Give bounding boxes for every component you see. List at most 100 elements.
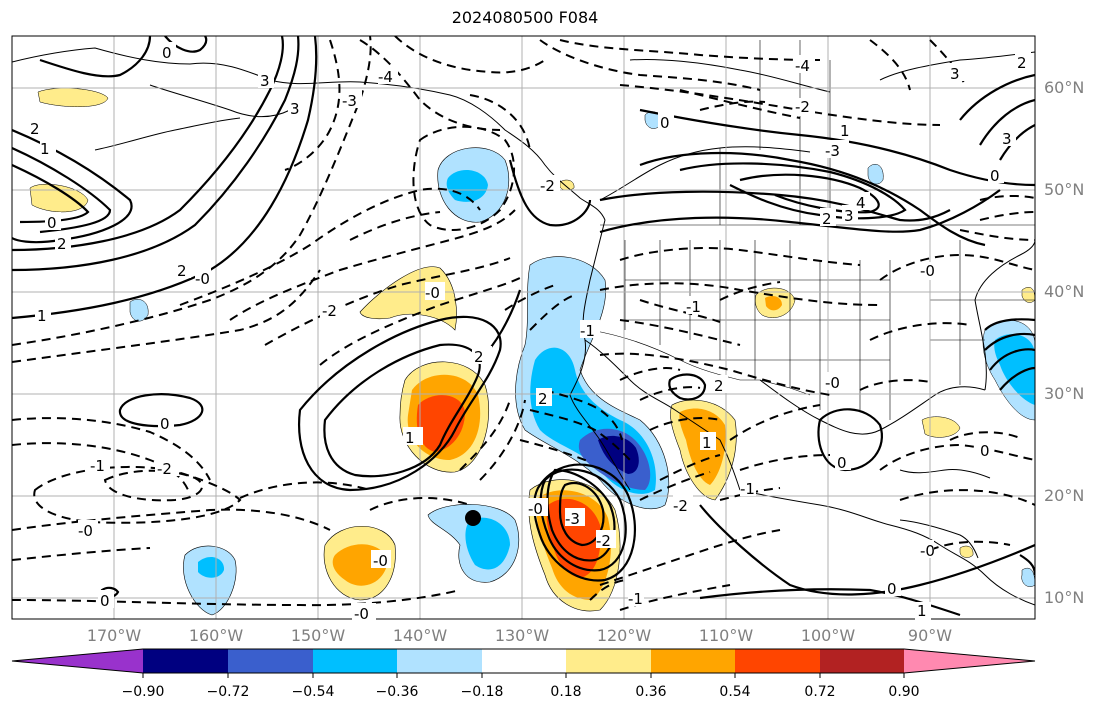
contour-label: -2 (673, 497, 688, 515)
contour-label: -0 (920, 262, 935, 280)
contour-label: 0 (100, 592, 110, 610)
contour-label: 0 (160, 415, 170, 433)
contour-label: 1 (702, 434, 712, 452)
contour-label: 3 (844, 207, 854, 225)
colorbar (11, 648, 1036, 678)
colorbar-bin (566, 649, 651, 673)
lon-label-160w: 160°W (188, 626, 244, 645)
anomaly-cyan-marker (465, 517, 510, 570)
contour-label: -2 (540, 177, 555, 195)
anomaly-cyan-hawaii (198, 556, 225, 578)
colorbar-extend-min (12, 649, 143, 673)
contour-label: -1 (686, 298, 701, 316)
lon-label-140w: 140°W (392, 626, 448, 645)
colorbar-bin (228, 649, 313, 673)
colorbar-bin (482, 649, 566, 673)
colorbar-bin (397, 649, 482, 673)
colorbar-tick-label: −0.36 (375, 684, 419, 700)
contour-label: -0 (373, 552, 388, 570)
contour-label: -4 (795, 57, 810, 75)
contour-label: 2 (1017, 54, 1027, 72)
colorbar-tick-label: 0.54 (719, 684, 751, 700)
contour-label: -0 (825, 374, 840, 392)
contour-label: -2 (322, 302, 337, 320)
contour-label: 2 (57, 235, 67, 253)
colorbar-tick-label: 0.36 (635, 684, 667, 700)
contour-label: -3 (565, 510, 580, 528)
colorbar-bin (143, 649, 228, 673)
colorbar-bin (313, 649, 397, 673)
map-title: 2024080500 F084 (451, 8, 599, 27)
colorbar-bin (820, 649, 904, 673)
lat-label-30n: 30°N (1044, 384, 1085, 403)
colorbar-tick-label: −0.54 (291, 684, 335, 700)
contour-label: -2 (795, 98, 810, 116)
contour-label: -0 (920, 542, 935, 560)
anomaly-red-140w (416, 395, 465, 452)
colorbar-tick-label: −0.72 (206, 684, 250, 700)
colorbar-tick-label: 0.90 (888, 684, 920, 700)
colorbar-tick-label: −0.18 (460, 684, 504, 700)
anomaly-yellow-caribbean (959, 545, 974, 558)
lat-label-50n: 50°N (1044, 180, 1085, 199)
contour-label: 0 (990, 167, 1000, 185)
colorbar-bin (735, 649, 820, 673)
contour-label: -3 (825, 142, 840, 160)
contour-label: 0 (980, 442, 990, 460)
contour-label: 3 (290, 100, 300, 118)
lon-label-170w: 170°W (86, 626, 142, 645)
gridlines (12, 36, 1035, 619)
contour-label: 0 (660, 114, 670, 132)
contour-label: -0 (354, 605, 369, 623)
lat-label-10n: 10°N (1044, 588, 1085, 607)
lon-label-150w: 150°W (290, 626, 346, 645)
anomaly-blue-canada (867, 164, 884, 185)
colorbar-tick-label: 0.18 (550, 684, 582, 700)
contour-label: 0 (47, 214, 57, 232)
solid-contours (12, 36, 1035, 617)
contour-label: 0 (887, 580, 897, 598)
lon-label-120w: 120°W (596, 626, 652, 645)
contour-label: 1 (917, 602, 927, 620)
anomaly-blue-small (129, 299, 149, 322)
contour-label: -1 (90, 457, 105, 475)
contour-label: 2 (474, 348, 484, 366)
anomaly-cyan-atlantic (994, 334, 1035, 405)
contour-label: 1 (405, 429, 415, 447)
colorbar-tick-label: −0.90 (121, 684, 165, 700)
contour-label: -0 (425, 284, 440, 302)
lat-label-60n: 60°N (1044, 78, 1085, 97)
contour-label: 3 (1002, 130, 1012, 148)
storm-center-marker (465, 510, 481, 526)
contour-label: 0 (837, 454, 847, 472)
anomaly-yellow-gulf (921, 416, 961, 438)
colorbar-bin (651, 649, 735, 673)
contour-label: -0 (528, 500, 543, 518)
contour-label: 2 (30, 120, 40, 138)
contour-label: 2 (822, 210, 832, 228)
contour-label: 3 (260, 72, 270, 90)
map-frame (11, 35, 1036, 620)
lat-label-40n: 40°N (1044, 282, 1085, 301)
contour-label: 2 (177, 262, 187, 280)
contour-label: 1 (840, 122, 850, 140)
contour-label: 2 (538, 390, 548, 408)
lon-label-90w: 90°W (907, 626, 953, 645)
lon-label-110w: 110°W (698, 626, 754, 645)
contour-label: -1 (740, 480, 755, 498)
lon-label-100w: 100°W (800, 626, 856, 645)
lon-label-130w: 130°W (494, 626, 550, 645)
dashed-contours (12, 36, 1035, 611)
anomaly-yellow-bc (559, 179, 575, 191)
anomaly-yellow-alaska-sw (29, 183, 89, 213)
contour-label: -0 (195, 270, 210, 288)
contour-label: -2 (596, 532, 611, 550)
contour-label: 1 (37, 307, 47, 325)
contour-label: 3 (950, 65, 960, 83)
lat-label-20n: 20°N (1044, 486, 1085, 505)
contour-label: -3 (342, 92, 357, 110)
contour-label: 4 (856, 194, 866, 212)
contour-label: -1 (628, 590, 643, 608)
contour-label: 1 (40, 140, 50, 158)
contour-label: -2 (157, 460, 172, 478)
